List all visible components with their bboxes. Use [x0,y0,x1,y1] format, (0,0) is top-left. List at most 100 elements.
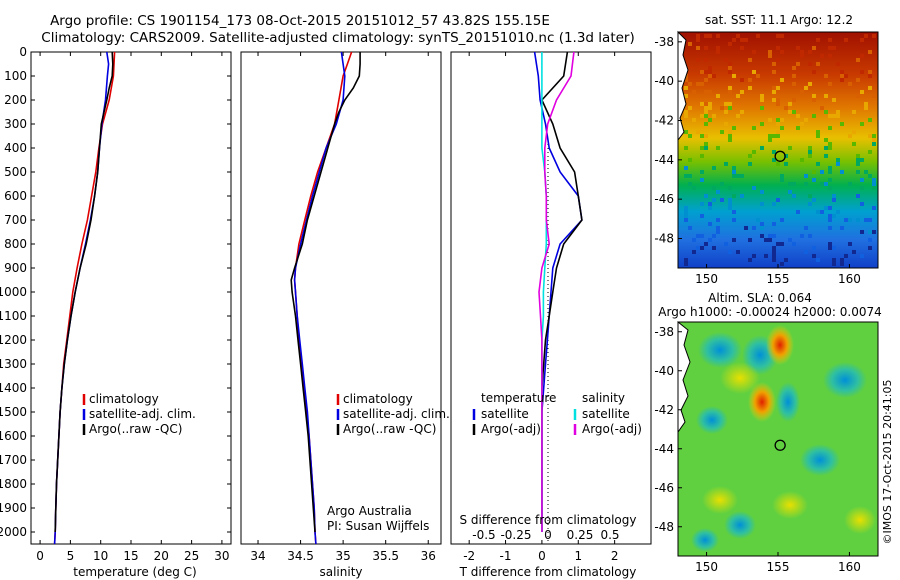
sst-pixel [780,174,784,178]
pi-label: PI: Susan Wijffels [327,519,429,533]
salinity-frame [240,51,442,545]
x-tick-label: 35.5 [372,549,399,563]
sst-pixel [712,186,716,190]
x-tick-label: 30 [214,549,229,563]
depth-tick-label: 500 [4,165,27,179]
sst-pixel [860,202,864,206]
sst-pixel [856,194,860,198]
sst-pixel [856,162,860,166]
legend-title-temperature: temperature [481,391,556,405]
x-tick-label: 1 [574,549,582,563]
sst-pixel [856,170,860,174]
sst-pixel [828,214,832,218]
sst-pixel [688,134,692,138]
sst-pixel [684,210,688,214]
argo-position-marker-sla [774,439,786,451]
sst-pixel [760,146,764,150]
sst-pixel [708,90,712,94]
sst-pixel [828,242,832,246]
sst-pixel [872,134,876,138]
depth-tick-label: 700 [4,213,27,227]
sst-pixel [824,94,828,98]
sst-pixel [704,102,708,106]
sst-pixel [724,162,728,166]
depth-tick-label: 2000 [0,525,27,539]
sst-pixel [836,114,840,118]
sst-pixel [860,186,864,190]
sst-pixel [808,194,812,198]
sst-pixel [708,202,712,206]
sst-pixel [820,170,824,174]
legend-label: satellite [481,407,529,421]
sst-pixel [772,98,776,102]
sst-pixel [788,146,792,150]
sst-pixel [728,202,732,206]
sst-pixel [824,154,828,158]
sst-pixel [864,34,868,38]
sst-pixel [700,234,704,238]
sst-pixel [804,226,808,230]
sst-pixel [724,242,728,246]
lat-tick-label: -42 [654,114,674,128]
sst-pixel [752,70,756,74]
sst-pixel [740,90,744,94]
sst-pixel [700,202,704,206]
sst-pixel [852,110,856,114]
sst-pixel [732,210,736,214]
sst-pixel [812,70,816,74]
difference-panel: -2 -1 0 1 2 -0.5 -0.25 0 0.25 0.5 T difference fr… [450,51,652,579]
sst-pixel [708,118,712,122]
sst-pixel [684,86,688,90]
sst-pixel [760,226,764,230]
sst-pixel [824,182,828,186]
sla-blobs [691,325,876,552]
lat-tick-label: -44 [654,153,674,167]
depth-tick-label: 1600 [0,429,27,443]
sst-pixel [768,134,772,138]
x-tick-label: 10 [93,549,108,563]
sst-pixel [832,258,836,262]
sst-pixel [776,86,780,90]
sst-pixel [728,86,732,90]
sst-pixel [824,74,828,78]
sst-pixel [704,70,708,74]
difference-legend: temperature salinitysatelliteArgo(-adj)sa… [472,391,642,436]
sst-pixel [712,234,716,238]
sst-pixel [840,70,844,74]
sst-pixel [852,250,856,254]
sst-pixel [776,118,780,122]
depth-tick-label: 1300 [0,357,27,371]
sst-pixel [804,182,808,186]
sst-pixel [872,94,876,98]
sst-pixel [844,218,848,222]
sst-pixel [812,170,816,174]
sst-pixel [696,130,700,134]
sst-pixel [832,214,836,218]
depth-tick-label: 100 [4,69,27,83]
s-tick-label: 0.5 [600,528,619,542]
sst-pixel [804,250,808,254]
x-tick-label: 34 [250,549,265,563]
sst-pixel [824,206,828,210]
sst-pixel [728,138,732,142]
imos-stamp: ©IMOS 17-Oct-2015 20:41:05 [881,379,894,544]
sla-map: Altim. SLA: 0.064 Argo h1000: -0.00024 h… [654,291,881,574]
depth-tick-label: 300 [4,117,27,131]
sst-pixel [800,90,804,94]
sst-pixel [700,178,704,182]
sst-pixel [740,38,744,42]
sst-pixel [860,158,864,162]
sst-pixel [808,146,812,150]
sst-pixel [856,58,860,62]
sst-pixel [828,54,832,58]
sst-pixel [732,38,736,42]
temperature-panel: 0100200300400500600700800900100011001200… [0,45,651,579]
sst-pixel [860,38,864,42]
header-line1: Argo profile: CS 1901154_173 08-Oct-2015… [50,13,550,29]
sst-pixel [796,46,800,50]
sst-pixel [792,182,796,186]
sst-pixel [688,182,692,186]
sst-pixel [684,218,688,222]
sst-pixel [856,158,860,162]
temperature-x-axis: 0 5 10 15 20 25 30 [36,52,230,563]
